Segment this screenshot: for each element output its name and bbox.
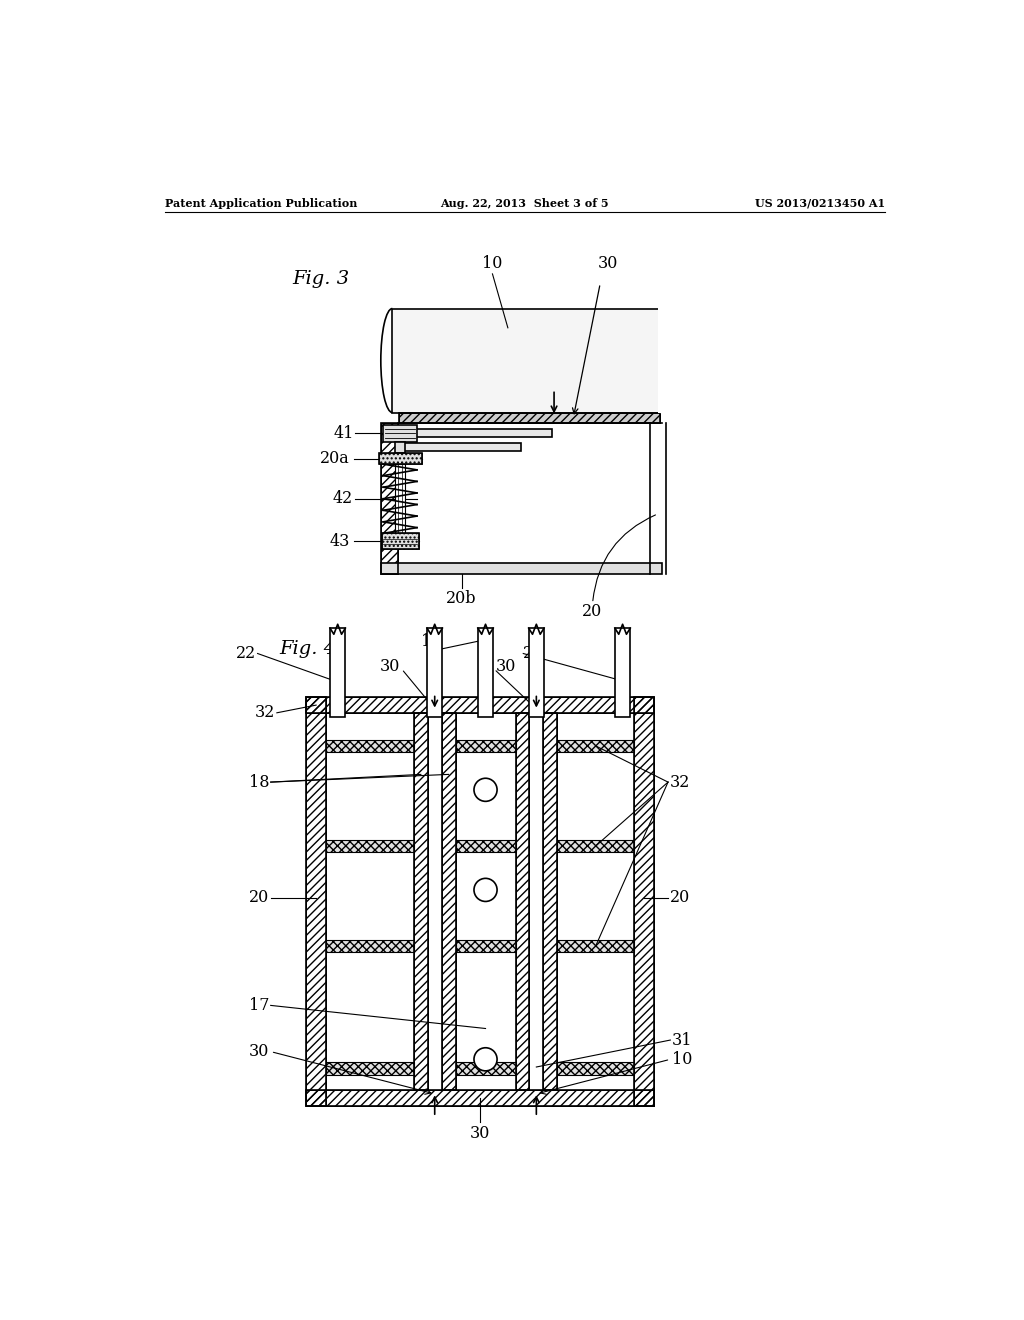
Bar bbox=[383, 425, 417, 442]
Bar bbox=[544, 713, 557, 1090]
Bar bbox=[394, 442, 406, 453]
Bar bbox=[330, 628, 345, 717]
Bar bbox=[557, 1063, 634, 1074]
Text: 30: 30 bbox=[380, 659, 400, 675]
Bar bbox=[326, 1063, 414, 1074]
Bar bbox=[557, 940, 634, 952]
Bar bbox=[544, 713, 557, 1090]
Text: 17: 17 bbox=[249, 997, 269, 1014]
Bar bbox=[427, 628, 442, 717]
Text: US 2013/0213450 A1: US 2013/0213450 A1 bbox=[755, 198, 885, 209]
Text: 31: 31 bbox=[672, 1031, 692, 1048]
Circle shape bbox=[474, 878, 497, 902]
Text: Aug. 22, 2013  Sheet 3 of 5: Aug. 22, 2013 Sheet 3 of 5 bbox=[440, 198, 609, 209]
Text: 12: 12 bbox=[421, 632, 441, 649]
Text: 30: 30 bbox=[496, 659, 516, 675]
Circle shape bbox=[474, 1048, 497, 1071]
Bar bbox=[456, 940, 515, 952]
Text: 41: 41 bbox=[334, 425, 354, 442]
Bar bbox=[392, 309, 662, 412]
Bar bbox=[306, 697, 654, 713]
Text: Patent Application Publication: Patent Application Publication bbox=[165, 198, 357, 209]
Bar bbox=[397, 429, 552, 437]
Text: 20: 20 bbox=[249, 890, 269, 906]
Bar bbox=[456, 840, 515, 853]
Bar bbox=[398, 412, 660, 424]
Bar bbox=[395, 465, 404, 533]
Text: 30: 30 bbox=[249, 1043, 269, 1060]
Bar bbox=[381, 424, 397, 574]
Text: 22: 22 bbox=[523, 645, 544, 663]
Bar bbox=[326, 840, 414, 853]
Bar bbox=[306, 697, 326, 1105]
Bar bbox=[306, 697, 326, 1105]
Bar bbox=[306, 697, 654, 713]
Bar bbox=[456, 1063, 515, 1074]
Text: 20: 20 bbox=[670, 890, 690, 906]
Bar bbox=[398, 412, 660, 424]
Bar bbox=[306, 1090, 654, 1106]
Bar bbox=[557, 940, 634, 952]
Bar bbox=[557, 840, 634, 853]
Bar bbox=[306, 1090, 654, 1106]
Bar bbox=[528, 628, 544, 717]
Bar bbox=[557, 739, 634, 752]
Text: Fig. 4: Fig. 4 bbox=[280, 640, 336, 657]
Bar bbox=[379, 453, 422, 465]
Bar bbox=[379, 453, 422, 465]
Text: 10: 10 bbox=[482, 255, 503, 272]
Text: 30: 30 bbox=[598, 255, 618, 272]
Bar bbox=[456, 739, 515, 752]
Text: 10: 10 bbox=[672, 1051, 692, 1068]
Bar bbox=[634, 697, 654, 1105]
Bar bbox=[414, 713, 428, 1090]
Bar bbox=[382, 533, 419, 549]
Bar bbox=[456, 940, 515, 952]
Text: 42: 42 bbox=[332, 490, 352, 507]
Bar bbox=[658, 308, 674, 414]
Bar bbox=[326, 739, 414, 752]
Bar bbox=[414, 713, 428, 1090]
Bar bbox=[441, 713, 456, 1090]
Bar bbox=[456, 1063, 515, 1074]
Bar bbox=[397, 444, 521, 451]
Text: 18: 18 bbox=[249, 774, 269, 791]
Bar bbox=[326, 840, 414, 853]
Bar bbox=[326, 940, 414, 952]
Text: 20a: 20a bbox=[321, 450, 350, 467]
Bar bbox=[515, 713, 529, 1090]
Bar bbox=[515, 713, 529, 1090]
Bar bbox=[326, 739, 414, 752]
Text: 20b: 20b bbox=[446, 590, 477, 607]
Bar bbox=[614, 628, 631, 717]
Circle shape bbox=[474, 779, 497, 801]
Bar bbox=[381, 564, 662, 574]
Text: 32: 32 bbox=[255, 705, 275, 721]
Bar bbox=[381, 424, 397, 574]
Text: 30: 30 bbox=[470, 1125, 490, 1142]
Bar bbox=[382, 533, 419, 549]
Text: 22: 22 bbox=[236, 645, 256, 663]
Bar bbox=[557, 1063, 634, 1074]
Bar bbox=[456, 840, 515, 853]
Bar bbox=[326, 1063, 414, 1074]
Bar bbox=[326, 940, 414, 952]
Bar bbox=[456, 739, 515, 752]
Bar bbox=[441, 713, 456, 1090]
Bar bbox=[478, 628, 494, 717]
Bar bbox=[557, 739, 634, 752]
Bar bbox=[557, 840, 634, 853]
Text: 32: 32 bbox=[670, 774, 690, 791]
Text: 43: 43 bbox=[330, 532, 350, 549]
Bar bbox=[634, 697, 654, 1105]
Text: 20: 20 bbox=[583, 603, 603, 620]
Text: Fig. 3: Fig. 3 bbox=[292, 271, 349, 288]
